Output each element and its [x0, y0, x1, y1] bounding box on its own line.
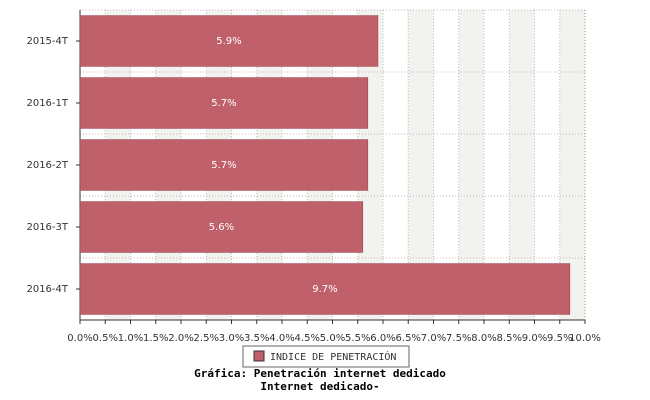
x-tick-label: 7.5%: [446, 333, 471, 344]
x-tick-label: 4.0%: [269, 333, 294, 344]
bar: [79, 263, 571, 315]
x-tick-label: 9.0%: [522, 333, 547, 344]
value-label: 5.7%: [211, 98, 236, 109]
x-tick-label: 10.0%: [569, 333, 601, 344]
x-tick-label: 6.0%: [370, 333, 395, 344]
legend-box: [242, 345, 410, 368]
y-tick-label: 2016-2T: [26, 160, 68, 171]
x-tick-label: 4.5%: [295, 333, 320, 344]
x-tick-label: 5.0%: [320, 333, 345, 344]
bar: [79, 139, 369, 191]
value-label: 5.6%: [209, 222, 234, 233]
chart-subtitle: Internet dedicado-: [260, 380, 379, 393]
x-tick-label: 2.5%: [194, 333, 219, 344]
legend-label: INDICE DE PENETRACIÓN: [270, 350, 396, 363]
legend-swatch: [253, 350, 265, 362]
value-label: 5.7%: [211, 160, 236, 171]
x-tick-label: 0.5%: [93, 333, 118, 344]
x-tick-label: 9.5%: [547, 333, 572, 344]
x-tick-label: 3.0%: [219, 333, 244, 344]
x-tick-label: 0.0%: [67, 333, 92, 344]
x-tick-label: 5.5%: [345, 333, 370, 344]
x-tick-label: 3.5%: [244, 333, 269, 344]
x-tick-label: 7.0%: [421, 333, 446, 344]
x-tick-label: 1.0%: [118, 333, 143, 344]
x-tick-label: 2.0%: [168, 333, 193, 344]
bar: [79, 15, 379, 67]
x-tick-label: 1.5%: [143, 333, 168, 344]
y-tick-label: 2016-3T: [26, 222, 68, 233]
x-tick-label: 8.5%: [497, 333, 522, 344]
bar: [79, 201, 364, 253]
x-tick-label: 8.0%: [471, 333, 496, 344]
bar: [79, 77, 369, 129]
value-label: 9.7%: [312, 284, 337, 295]
value-label: 5.9%: [216, 36, 241, 47]
x-tick-label: 6.5%: [396, 333, 421, 344]
y-tick-label: 2016-4T: [26, 284, 68, 295]
y-tick-label: 2015-4T: [26, 36, 68, 47]
chart-title: Gráfica: Penetración internet dedicado: [194, 367, 446, 380]
y-tick-label: 2016-1T: [26, 98, 68, 109]
